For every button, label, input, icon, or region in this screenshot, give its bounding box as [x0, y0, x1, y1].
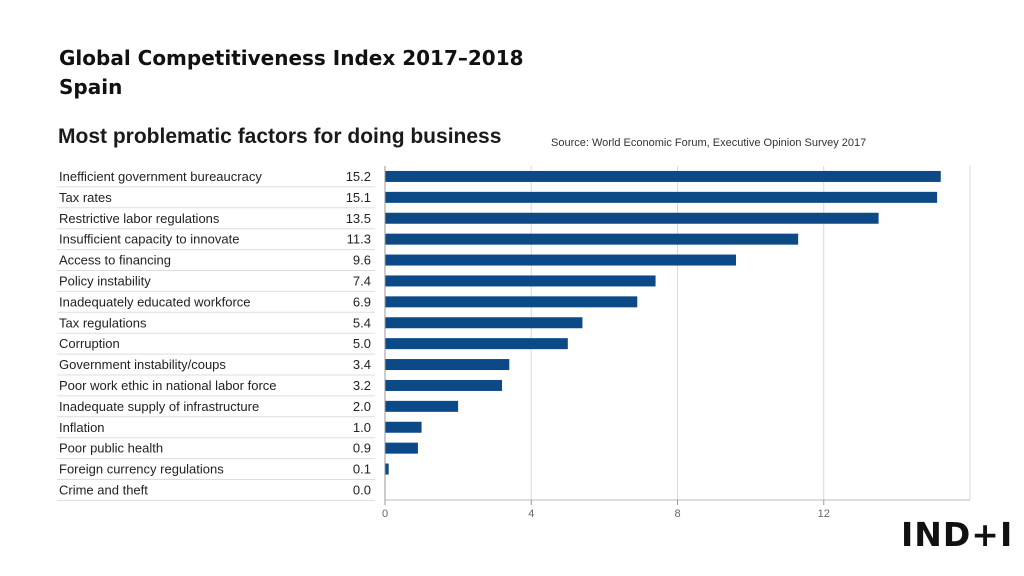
slide-title-line-2: Spain [59, 75, 123, 99]
bar [385, 442, 418, 454]
bar [385, 400, 459, 412]
bar [385, 191, 938, 203]
category-label: Poor public health [59, 441, 163, 456]
category-label: Restrictive labor regulations [59, 211, 220, 226]
category-label: Corruption [59, 336, 120, 351]
category-label: Inadequate supply of infrastructure [59, 399, 259, 414]
bar [385, 463, 389, 475]
value-label: 0.9 [353, 441, 371, 456]
bar [385, 421, 422, 433]
bar [385, 212, 879, 224]
bar [385, 338, 568, 350]
bar [385, 254, 736, 266]
category-label: Foreign currency regulations [59, 462, 224, 477]
chart-source: Source: World Economic Forum, Executive … [551, 137, 867, 149]
ind-i-logo: IND+I [901, 515, 1014, 554]
category-label: Crime and theft [59, 482, 148, 497]
value-label: 2.0 [353, 399, 371, 414]
category-label: Inadequately educated workforce [59, 294, 251, 309]
value-label: 3.2 [353, 378, 371, 393]
slide-title-line-1: Global Competitiveness Index 2017–2018 [59, 46, 524, 70]
category-label: Tax regulations [59, 315, 147, 330]
bar [385, 275, 656, 287]
x-tick-label: 12 [818, 508, 830, 520]
value-label: 1.0 [353, 420, 371, 435]
category-label: Government instability/coups [59, 357, 226, 372]
value-label: 11.3 [347, 232, 371, 247]
value-label: 0.1 [353, 462, 371, 477]
category-label: Insufficient capacity to innovate [59, 232, 239, 247]
value-label: 7.4 [353, 273, 371, 288]
value-label: 9.6 [353, 253, 371, 268]
bar [385, 170, 941, 182]
slide-title: Global Competitiveness Index 2017–2018 S… [59, 44, 524, 102]
bar [385, 233, 799, 245]
bar [385, 379, 502, 391]
value-label: 3.4 [353, 357, 371, 372]
category-label: Policy instability [59, 273, 151, 288]
bar [385, 296, 638, 308]
x-tick-label: 8 [674, 508, 680, 520]
bar [385, 359, 510, 371]
chart-title: Most problematic factors for doing busin… [58, 125, 502, 148]
value-label: 5.0 [353, 336, 371, 351]
value-label: 0.0 [353, 482, 371, 497]
value-label: 5.4 [353, 315, 371, 330]
bar [385, 317, 583, 329]
category-label: Inefficient government bureaucracy [59, 169, 262, 184]
x-tick-label: 0 [382, 508, 388, 520]
value-label: 6.9 [353, 294, 371, 309]
category-label: Poor work ethic in national labor force [59, 378, 277, 393]
category-label: Tax rates [59, 190, 112, 205]
category-label: Inflation [59, 420, 105, 435]
value-label: 15.2 [346, 169, 371, 184]
x-tick-label: 4 [528, 508, 534, 520]
value-label: 13.5 [346, 211, 371, 226]
value-label: 15.1 [346, 190, 371, 205]
category-label: Access to financing [59, 253, 171, 268]
